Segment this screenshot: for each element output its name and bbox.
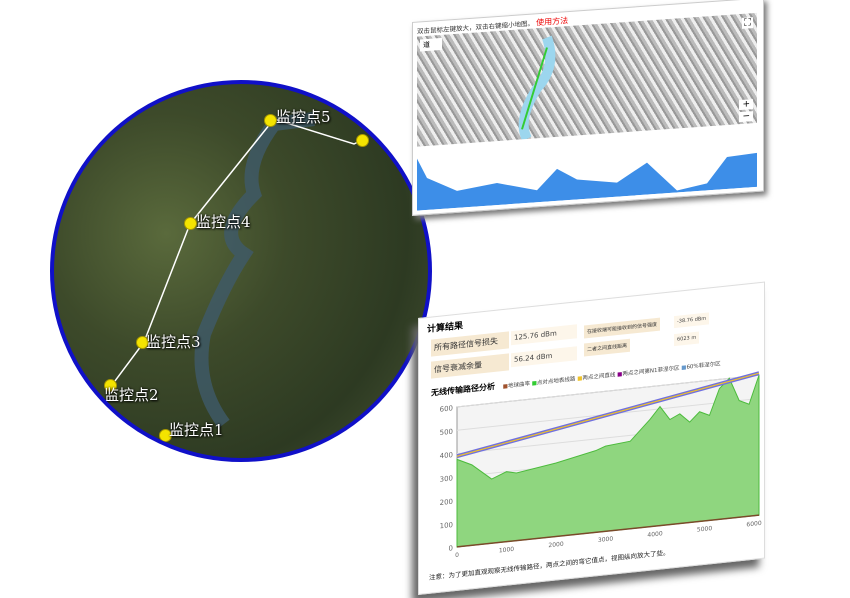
result-value: 6023 m: [674, 331, 700, 347]
pin-icon[interactable]: [136, 336, 149, 349]
terrain-map-panel: 双击鼠标左键放大，双击右键缩小地图。 使用方法 道 ⛶ + −: [412, 0, 764, 217]
legend-item[interactable]: 两点之间直线: [582, 372, 616, 382]
fullscreen-icon[interactable]: ⛶: [742, 17, 753, 29]
river-route: [518, 35, 556, 142]
pin-icon[interactable]: [264, 114, 277, 127]
point-label-5: 监控点5: [276, 108, 331, 126]
route-lines: [108, 112, 365, 429]
y-tick-label: 500: [440, 427, 453, 437]
legend-item[interactable]: 地球曲率: [507, 381, 530, 390]
point-label-4: 监控点4: [196, 213, 251, 231]
y-tick-label: 100: [440, 520, 453, 530]
result-label: 信号衰减余量: [431, 353, 509, 379]
gridline: [457, 374, 759, 408]
satellite-map-circle: 监控点1 监控点2 监控点3 监控点4 监控点5: [50, 80, 432, 462]
y-tick-label: 200: [440, 497, 453, 507]
pin-icon[interactable]: [356, 134, 369, 147]
pin-icon[interactable]: [159, 429, 172, 442]
x-tick-label: 0: [455, 552, 459, 559]
legend-item[interactable]: 60%菲涅尔区: [686, 361, 721, 371]
y-tick-label: 0: [449, 543, 453, 552]
x-tick-label: 6000: [746, 520, 761, 529]
x-tick-label: 1000: [499, 546, 514, 555]
legend-item[interactable]: 点对点地表线路: [536, 376, 576, 387]
line-of-sight-series: [456, 372, 760, 457]
terrain-map[interactable]: 道 ⛶ + −: [417, 12, 757, 147]
x-tick-label: 3000: [598, 535, 613, 544]
calculation-results-panel: 计算结果 所有路径信号损失 125.76 dBm 信号衰减余量 56.24 dB…: [418, 281, 765, 595]
y-tick-label: 600: [440, 403, 453, 413]
point-label-3: 监控点3: [146, 333, 201, 351]
x-tick-label: 5000: [697, 525, 712, 534]
pin-icon[interactable]: [184, 217, 197, 230]
zoom-out-button[interactable]: −: [739, 111, 753, 123]
result-value: -38.76 dBm: [674, 312, 710, 329]
earth-curvature-line: [457, 514, 759, 548]
elevation-profile: [417, 124, 757, 211]
path-analysis-chart: 0100200300400500600010002000300040005000…: [440, 371, 762, 559]
y-tick-label: 400: [440, 450, 453, 460]
result-value: 56.24 dBm: [511, 346, 577, 368]
pin-icon[interactable]: [104, 379, 117, 392]
y-tick-label: 300: [440, 473, 453, 483]
x-tick-label: 4000: [647, 530, 662, 539]
terrain-series: [456, 375, 760, 548]
point-label-1: 监控点1: [169, 421, 224, 439]
zoom-in-button[interactable]: +: [739, 99, 753, 111]
point-label-2: 监控点2: [104, 386, 159, 404]
result-label: 二者之间直线距离: [584, 338, 631, 357]
x-tick-label: 2000: [548, 541, 563, 550]
